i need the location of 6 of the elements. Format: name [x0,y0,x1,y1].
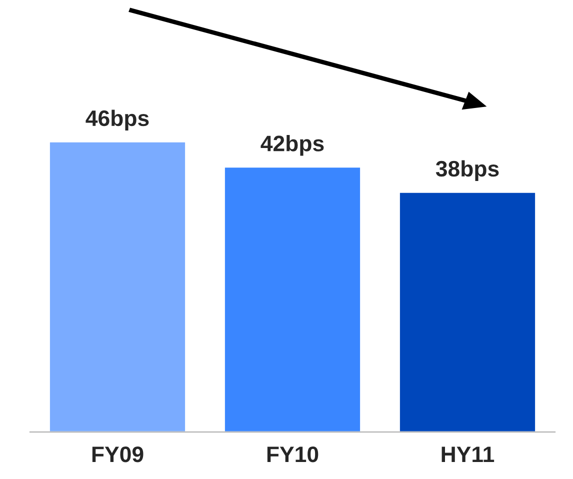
data-label: 42bps [260,135,324,156]
x-tick-label: HY11 [442,446,494,462]
x-tick-label: FY10 [267,446,318,462]
data-label: 38bps [436,160,499,182]
data-label: 46bps [86,110,149,131]
x-tick-label: FY09 [92,446,144,462]
